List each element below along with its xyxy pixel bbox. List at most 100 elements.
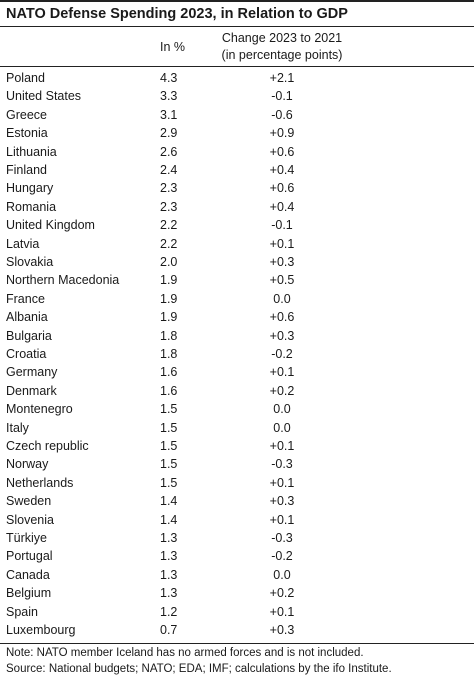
- table-row: United States 3.3 -0.1: [0, 88, 474, 106]
- column-header-change-line2: (in percentage points): [221, 48, 343, 62]
- title-rule: [0, 26, 474, 27]
- table-row: Croatia 1.8 -0.2: [0, 346, 474, 364]
- change-cell: 0.0: [273, 402, 291, 417]
- country-cell: Portugal: [6, 549, 53, 564]
- country-cell: Netherlands: [6, 475, 74, 490]
- in-percent-cell: 1.3: [160, 567, 178, 582]
- table-row: Italy 1.5 0.0: [0, 420, 474, 438]
- in-percent-cell: 1.4: [160, 494, 178, 509]
- country-cell: Türkiye: [6, 531, 47, 545]
- change-cell: +0.3: [269, 255, 295, 269]
- change-cell: +0.1: [269, 604, 295, 619]
- table-row: Netherlands 1.5 +0.1: [0, 475, 474, 493]
- change-cell: +0.6: [269, 181, 295, 196]
- in-percent-cell: 1.9: [160, 291, 178, 306]
- in-percent-cell: 4.3: [160, 71, 178, 85]
- change-cell: -0.6: [271, 107, 293, 122]
- table-row: Luxembourg 0.7 +0.3: [0, 622, 474, 640]
- table-row: Canada 1.3 0.0: [0, 567, 474, 585]
- change-cell: +0.1: [269, 365, 295, 380]
- table-source: Source: National budgets; NATO; EDA; IMF…: [6, 663, 392, 675]
- column-header-change: Change 2023 to 2021 (in percentage point…: [196, 30, 368, 64]
- country-cell: Poland: [6, 71, 45, 85]
- change-cell: +0.5: [269, 273, 295, 288]
- in-percent-cell: 1.5: [160, 439, 178, 453]
- in-percent-cell: 3.1: [160, 107, 178, 122]
- table-row: Northern Macedonia 1.9 +0.5: [0, 272, 474, 290]
- table-row: Finland 2.4 +0.4: [0, 162, 474, 180]
- in-percent-cell: 1.8: [160, 328, 178, 343]
- in-percent-cell: 1.3: [160, 531, 178, 545]
- table-row: Slovenia 1.4 +0.1: [0, 512, 474, 530]
- change-cell: 0.0: [273, 567, 291, 582]
- in-percent-cell: 1.2: [160, 604, 178, 619]
- table-row: Estonia 2.9 +0.9: [0, 125, 474, 143]
- change-cell: +0.6: [269, 310, 295, 325]
- country-cell: Greece: [6, 107, 47, 122]
- change-cell: +0.6: [269, 144, 295, 159]
- table-row: Lithuania 2.6 +0.6: [0, 144, 474, 162]
- country-cell: Sweden: [6, 494, 52, 509]
- country-cell: Montenegro: [6, 402, 73, 417]
- table-row: Türkiye 1.3 -0.3: [0, 530, 474, 548]
- in-percent-cell: 1.4: [160, 512, 178, 527]
- table-row: Belgium 1.3 +0.2: [0, 585, 474, 603]
- in-percent-cell: 1.9: [160, 310, 178, 325]
- change-cell: +0.2: [269, 383, 295, 398]
- column-header-in-percent: In %: [160, 40, 186, 54]
- change-cell: 0.0: [273, 291, 291, 306]
- in-percent-cell: 2.6: [160, 144, 178, 159]
- country-cell: Albania: [6, 310, 48, 325]
- country-cell: Lithuania: [6, 144, 57, 159]
- change-cell: -0.1: [271, 218, 293, 233]
- change-cell: +0.3: [269, 328, 295, 343]
- table-row: Slovakia 2.0 +0.3: [0, 254, 474, 272]
- country-cell: Slovakia: [6, 255, 54, 269]
- country-cell: Germany: [6, 365, 58, 380]
- country-cell: Hungary: [6, 181, 54, 196]
- country-cell: Luxembourg: [6, 623, 76, 637]
- table-row: Montenegro 1.5 0.0: [0, 401, 474, 419]
- change-cell: +0.3: [269, 623, 295, 637]
- in-percent-cell: 1.9: [160, 273, 178, 288]
- change-cell: +0.1: [269, 439, 295, 453]
- table-row: Poland 4.3 +2.1: [0, 70, 474, 88]
- country-cell: Spain: [6, 604, 38, 619]
- country-cell: United Kingdom: [6, 218, 95, 233]
- change-cell: +0.2: [269, 586, 295, 601]
- in-percent-cell: 2.9: [160, 126, 178, 141]
- in-percent-cell: 2.3: [160, 199, 178, 214]
- table-row: Norway 1.5 -0.3: [0, 456, 474, 474]
- in-percent-cell: 2.0: [160, 255, 178, 269]
- table-row: Albania 1.9 +0.6: [0, 309, 474, 327]
- country-cell: Norway: [6, 457, 49, 472]
- table-row: France 1.9 0.0: [0, 291, 474, 309]
- change-cell: +0.1: [269, 475, 295, 490]
- table-row: Hungary 2.3 +0.6: [0, 180, 474, 198]
- in-percent-cell: 1.5: [160, 420, 178, 435]
- in-percent-cell: 1.5: [160, 475, 178, 490]
- change-cell: +0.4: [269, 199, 295, 214]
- table-row: Latvia 2.2 +0.1: [0, 236, 474, 254]
- in-percent-cell: 1.8: [160, 347, 178, 361]
- in-percent-cell: 1.5: [160, 402, 178, 417]
- country-cell: Canada: [6, 567, 50, 582]
- table-row: Romania 2.3 +0.4: [0, 199, 474, 217]
- country-cell: Denmark: [6, 383, 57, 398]
- change-cell: +0.4: [269, 163, 295, 177]
- in-percent-cell: 1.3: [160, 549, 178, 564]
- table-row: Spain 1.2 +0.1: [0, 604, 474, 622]
- country-cell: Latvia: [6, 236, 40, 251]
- in-percent-cell: 1.5: [160, 457, 178, 472]
- change-cell: -0.3: [271, 531, 293, 545]
- change-cell: +0.9: [269, 126, 295, 141]
- change-cell: +0.3: [269, 494, 295, 509]
- change-cell: +2.1: [269, 71, 295, 85]
- country-cell: Romania: [6, 199, 57, 214]
- table-row: Greece 3.1 -0.6: [0, 107, 474, 125]
- in-percent-cell: 1.3: [160, 586, 178, 601]
- table-row: United Kingdom 2.2 -0.1: [0, 217, 474, 235]
- in-percent-cell: 2.2: [160, 218, 178, 233]
- country-cell: Italy: [6, 420, 29, 435]
